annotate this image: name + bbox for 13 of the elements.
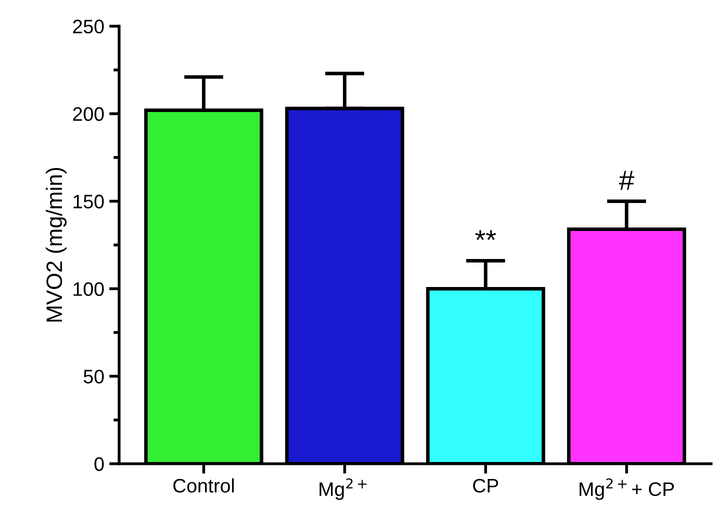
x-tick-label: Mg$^{2+}$+ CP <box>580 478 674 500</box>
y-tick-label: 200 <box>73 107 104 121</box>
annotation: # <box>618 170 634 190</box>
y-tick-label: 100 <box>74 282 104 296</box>
x-tick-label: CP <box>473 478 498 493</box>
x-tick-label: Control <box>173 478 234 493</box>
y-tick-label: 0 <box>94 457 104 471</box>
y-axis-title: MVO2 (mg/min) <box>46 168 67 322</box>
y-tick-label: 250 <box>73 20 104 34</box>
y-tick-label: 150 <box>74 194 104 208</box>
y-tick-label: 50 <box>84 370 104 384</box>
annotation: ** <box>475 230 496 240</box>
x-tick-label: Mg$^{2+}$ <box>320 478 366 500</box>
